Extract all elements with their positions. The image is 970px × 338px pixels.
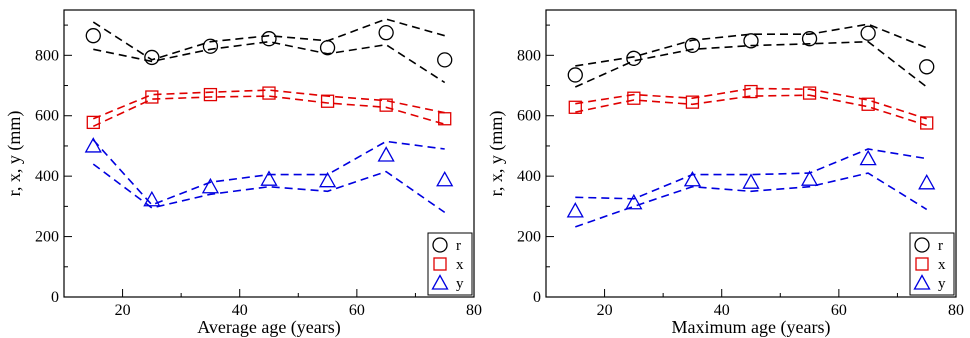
right-series-r-band-upper-line bbox=[575, 23, 927, 67]
left-y-tick-label: 400 bbox=[35, 168, 59, 185]
left-series-x-point bbox=[438, 112, 452, 126]
right-series-r-point bbox=[919, 59, 935, 75]
right-x-tick-label: 60 bbox=[831, 302, 847, 319]
right-series-x-band-upper-line bbox=[575, 87, 927, 120]
left-series-x-band-lower-line bbox=[92, 95, 445, 128]
left-x-axis-label: Average age (years) bbox=[197, 317, 341, 338]
right-series-y-band-upper-line bbox=[575, 148, 927, 200]
left-x-tick-label: 20 bbox=[115, 302, 131, 319]
right-series-x-band-lower-line bbox=[575, 94, 927, 127]
right-y-tick-label: 0 bbox=[533, 289, 541, 306]
left-legend: rxy bbox=[427, 232, 473, 296]
left-x-tick-label: 60 bbox=[349, 302, 365, 319]
right-series-r-point bbox=[743, 33, 759, 49]
left-series-y-point bbox=[84, 137, 102, 153]
right-series-x-point bbox=[920, 116, 934, 130]
right-series-x-point bbox=[802, 86, 817, 100]
left-series-x-point bbox=[86, 115, 100, 130]
right-y-tick-label: 400 bbox=[517, 168, 541, 185]
right-series-y-point bbox=[918, 173, 936, 190]
left-legend-label-r: r bbox=[456, 238, 461, 254]
right-x-tick-label: 40 bbox=[714, 302, 730, 319]
right-legend-marker-r bbox=[914, 237, 930, 253]
left-series-y-band-lower-line bbox=[92, 163, 446, 214]
left-series-r-point bbox=[144, 49, 160, 66]
left-legend-marker-x bbox=[433, 257, 447, 271]
right-legend-label-y: y bbox=[938, 276, 946, 292]
left-series-x-point bbox=[262, 86, 276, 100]
right-series-x-point bbox=[568, 100, 582, 114]
left-plot-frame bbox=[63, 9, 475, 298]
left-y-axis-label: r, x, y (mm) bbox=[4, 111, 25, 197]
left-series-y-point bbox=[436, 170, 454, 187]
left-y-tick-label: 0 bbox=[51, 289, 59, 306]
left-series-y-band-upper-line bbox=[92, 139, 445, 206]
left-x-tick-label: 40 bbox=[232, 302, 248, 319]
left-y-tick-label: 800 bbox=[35, 47, 59, 64]
left-series-r-band-upper-line bbox=[92, 18, 445, 61]
right-legend-marker-x bbox=[915, 257, 929, 271]
right-series-x-point bbox=[744, 84, 758, 99]
right-series-y-point bbox=[625, 193, 643, 210]
right-series-r-point bbox=[684, 37, 701, 53]
left-series-r-point bbox=[378, 25, 394, 41]
left-series-r-band-lower-line bbox=[93, 40, 446, 84]
left-series-r-point bbox=[319, 40, 336, 56]
right-y-tick-label: 200 bbox=[517, 229, 541, 246]
left-x-tick-label: 80 bbox=[466, 302, 482, 319]
left-y-tick-label: 600 bbox=[35, 108, 59, 125]
left-series-x-point bbox=[203, 87, 218, 102]
right-x-axis-label: Maximum age (years) bbox=[672, 317, 831, 338]
right-series-y-band-lower-line bbox=[575, 172, 928, 228]
left-series-x-point bbox=[145, 90, 159, 104]
right-legend-label-x: x bbox=[938, 257, 946, 273]
right-x-tick-label: 20 bbox=[597, 302, 613, 319]
left-series-r-point bbox=[85, 28, 101, 44]
left-series-x-point bbox=[320, 94, 335, 108]
left-y-tick-label: 200 bbox=[35, 229, 59, 246]
right-series-x-point bbox=[685, 95, 700, 109]
right-series-y-point bbox=[683, 170, 702, 187]
right-y-tick-label: 600 bbox=[517, 108, 541, 125]
left-series-y-point bbox=[318, 171, 337, 188]
right-series-r-point bbox=[567, 67, 583, 83]
left-series-y-point bbox=[143, 190, 161, 207]
right-legend-label-r: r bbox=[938, 238, 943, 254]
left-series-r-point bbox=[202, 38, 219, 54]
left-series-r-point bbox=[437, 52, 453, 68]
right-series-r-point bbox=[860, 25, 876, 41]
left-legend-marker-y bbox=[431, 274, 449, 290]
left-series-y-point bbox=[201, 177, 220, 194]
left-series-r-point bbox=[261, 31, 277, 47]
right-x-tick-label: 80 bbox=[948, 302, 964, 319]
right-legend: rxy bbox=[909, 232, 955, 296]
right-series-r-band-lower-line bbox=[574, 40, 928, 88]
left-series-x-point bbox=[379, 98, 393, 112]
right-series-y-point bbox=[800, 170, 819, 186]
left-legend-marker-r bbox=[432, 237, 448, 253]
left-legend-label-y: y bbox=[456, 276, 464, 292]
right-y-axis-label: r, x, y (mm) bbox=[486, 111, 507, 197]
right-series-r-point bbox=[801, 31, 818, 47]
right-series-y-point bbox=[566, 202, 584, 218]
right-series-x-point bbox=[861, 97, 875, 111]
right-plot-frame bbox=[545, 9, 957, 298]
right-legend-marker-y bbox=[913, 274, 931, 290]
right-series-x-point bbox=[627, 91, 641, 105]
right-y-tick-label: 800 bbox=[517, 47, 541, 64]
left-series-y-point bbox=[260, 170, 278, 186]
right-series-y-point bbox=[859, 149, 877, 166]
right-series-y-point bbox=[742, 173, 760, 189]
left-series-y-point bbox=[377, 146, 395, 162]
left-legend-label-x: x bbox=[456, 257, 464, 273]
right-series-r-point bbox=[626, 50, 642, 66]
